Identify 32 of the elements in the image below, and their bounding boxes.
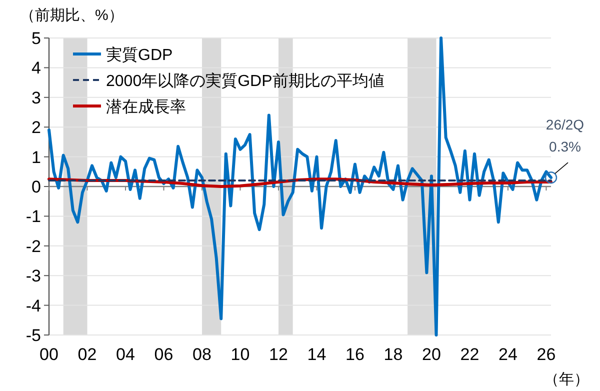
x-tick-label: 14 [307, 345, 326, 364]
y-axis-title: （前期比、%） [20, 7, 124, 24]
x-tick-label: 16 [346, 345, 364, 364]
legend-label: 2000年以降の実質GDP前期比の平均値 [106, 72, 384, 90]
y-tick-label: 0 [32, 178, 41, 196]
x-tick-label: 10 [230, 345, 250, 364]
x-tick-label: 22 [460, 345, 480, 364]
y-tick-label: 4 [32, 58, 41, 78]
y-tick-label: -3 [26, 266, 41, 286]
y-tick-label: -5 [26, 326, 41, 345]
annotation: 26/2Q [546, 116, 584, 133]
annotation: 0.3% [549, 138, 581, 155]
y-tick-label: 1 [32, 148, 41, 167]
x-tick-label: 06 [154, 345, 174, 364]
y-tick-label: 3 [32, 88, 41, 108]
y-tick-label: -4 [26, 296, 41, 316]
x-tick-label: 04 [116, 345, 135, 364]
x-tick-label: 08 [192, 345, 212, 364]
x-tick-label: 02 [78, 345, 97, 364]
x-tick-label: 00 [40, 345, 58, 364]
y-tick-label: 2 [32, 118, 41, 138]
x-tick-label: 26 [536, 345, 556, 364]
y-tick-label: -2 [26, 236, 41, 256]
x-tick-label: 24 [498, 345, 518, 364]
x-axis-title: （年） [544, 371, 589, 388]
x-tick-label: 20 [422, 345, 441, 364]
y-tick-label: -1 [26, 207, 41, 226]
legend-label: 潜在成長率 [106, 98, 186, 116]
legend-label: 実質GDP [106, 46, 173, 64]
y-tick-label: 5 [32, 29, 41, 48]
x-tick-label: 12 [269, 345, 288, 364]
x-tick-label: 18 [384, 345, 403, 364]
